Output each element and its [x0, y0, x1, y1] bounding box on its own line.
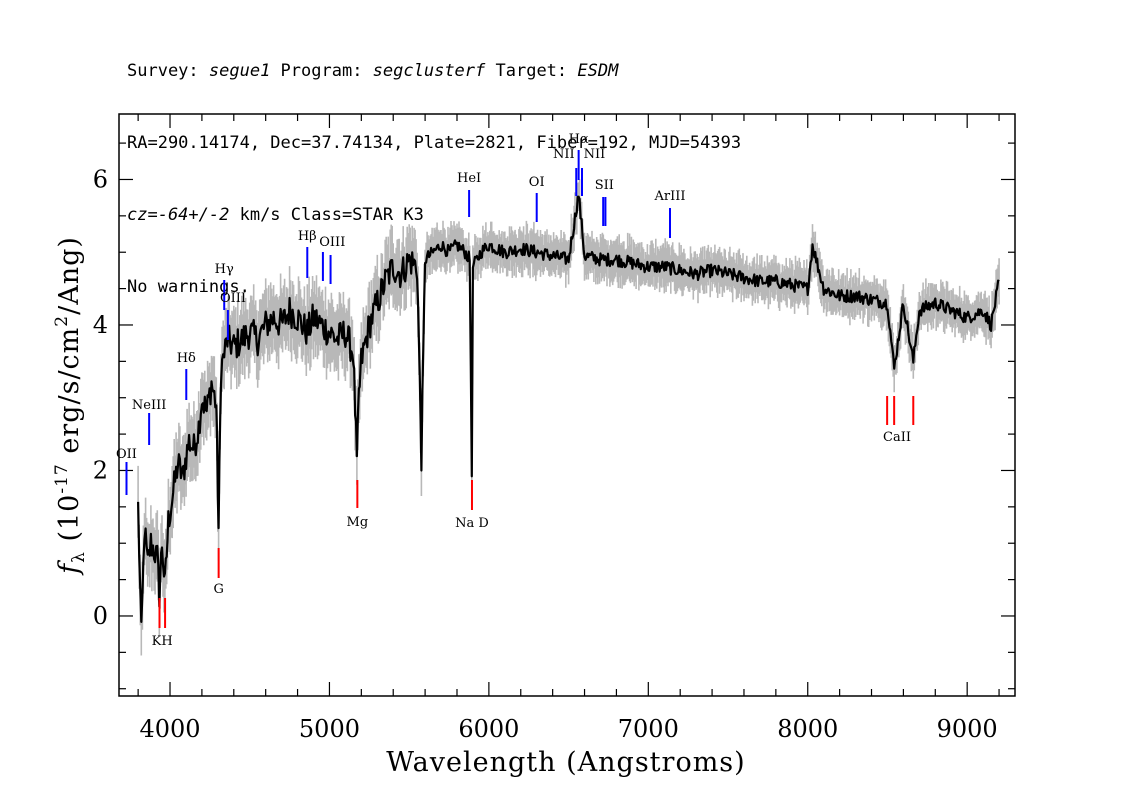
spectrum-header: Survey: segue1 Program: segclusterf Targ… [127, 11, 741, 323]
x-tick-label: 8000 [777, 715, 838, 743]
line-markers [125, 150, 915, 628]
y-tick-label: 2 [93, 456, 108, 484]
line-label-nad: Na D [455, 516, 489, 531]
line-label-mg: Mg [347, 515, 369, 530]
line-label-sii: SII [595, 178, 614, 193]
line-label-ariii: ArIII [653, 189, 685, 204]
error-band [137, 179, 1000, 656]
line-label-ha: Hα [569, 132, 589, 147]
header-line-coords: RA=290.14174, Dec=37.74134, Plate=2821, … [127, 133, 742, 153]
survey-label: Survey: [127, 61, 209, 81]
y-label-exp: -17 [52, 463, 72, 493]
tick-labels: 4000 5000 6000 7000 8000 9000 0 2 4 6 [93, 165, 998, 743]
line-label-hd: Hδ [177, 351, 196, 366]
line-label-nii_a: NII [553, 147, 575, 162]
line-label-oiii_a: OIII [220, 291, 246, 306]
header-line-redshift: cz=-64+/-2 km/s Class=STAR K3 [127, 203, 741, 227]
plot-frame [118, 113, 1016, 697]
y-label-f: f [54, 560, 85, 576]
line-label-hei: HeI [457, 171, 481, 186]
x-tick-label: 9000 [937, 715, 998, 743]
y-label-exp2: 2 [52, 315, 72, 327]
line-label-oiii_b: OIII [319, 235, 345, 250]
y-label-part1: (10 [54, 494, 85, 551]
axis-ticks [119, 114, 1015, 696]
target-value: ESDM [577, 61, 619, 81]
flux-series [137, 195, 1000, 623]
x-tick-label: 6000 [458, 715, 519, 743]
target-label: Target: [485, 61, 578, 81]
program-value: segclusterf [372, 61, 486, 81]
survey-value: segue1 [208, 61, 271, 81]
x-tick-label: 5000 [299, 715, 360, 743]
line-label-nii_b: NII [584, 147, 606, 162]
line-label-hb: Hβ [298, 229, 317, 244]
x-axis-label: Wavelength (Angstroms) [386, 747, 745, 778]
line-label-g: G [213, 582, 223, 597]
line-label-caii: CaII [883, 430, 911, 445]
line-label-oii: OII [116, 447, 137, 462]
line-label-neiii: NeIII [132, 398, 166, 413]
line-label-oi: OI [529, 175, 545, 190]
y-label-sub: λ [69, 551, 89, 563]
y-label-part3: /Ang) [54, 236, 85, 315]
error-band-path [137, 179, 1000, 656]
program-label: Program: [270, 61, 373, 81]
y-tick-label: 4 [93, 311, 108, 339]
class-text: km/s Class=STAR K3 [229, 205, 424, 225]
x-tick-label: 7000 [618, 715, 679, 743]
y-tick-label: 0 [93, 602, 108, 630]
redshift-value: cz=-64+/-2 [127, 205, 230, 225]
x-tick-label: 4000 [139, 715, 200, 743]
y-axis-label: fλ (10-17 erg/s/cm2/Ang) [52, 236, 89, 576]
y-tick-label: 6 [93, 165, 108, 193]
line-label-kh: KH [152, 634, 173, 649]
y-label-part2: erg/s/cm [54, 327, 85, 464]
flux-line [137, 195, 1000, 623]
header-line-warnings: No warnings. [127, 277, 250, 297]
line-label-hg: Hγ [215, 262, 234, 277]
header-line-survey: Survey: segue1 Program: segclusterf Targ… [127, 59, 741, 83]
